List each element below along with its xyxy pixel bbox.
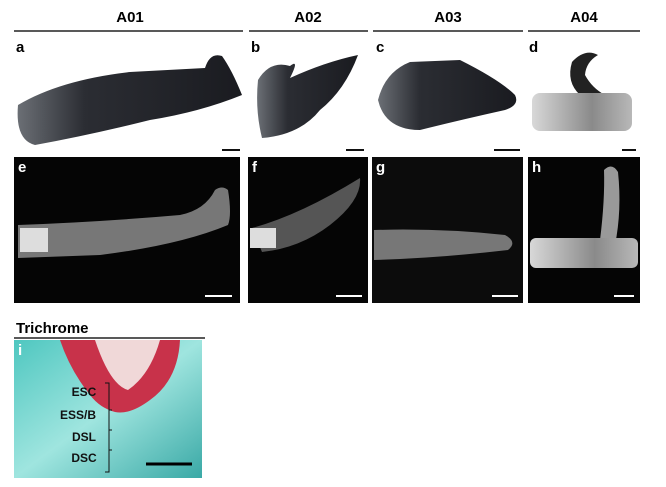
xray-bone <box>20 228 48 252</box>
xray-image <box>528 157 640 303</box>
panel-label: c <box>376 39 384 56</box>
panel-label: a <box>16 39 25 56</box>
xray-bone <box>250 228 276 248</box>
panel-label: g <box>376 159 385 176</box>
layer-label: DSC <box>71 451 97 465</box>
xray-shadow <box>252 178 361 252</box>
specimen-photo <box>17 55 242 146</box>
specimen-photo <box>532 93 632 131</box>
specimen-photo <box>257 55 358 138</box>
panel-label: b <box>251 39 260 56</box>
panel-label: i <box>18 342 22 359</box>
column-header: A04 <box>570 9 598 26</box>
xray-shadow <box>374 229 513 260</box>
layer-label: ESS/B <box>60 408 96 422</box>
xray-shadow <box>600 166 620 245</box>
panel-label: f <box>252 159 258 176</box>
layer-label: ESC <box>72 385 97 399</box>
histology-keratin <box>95 340 160 390</box>
panel-label: h <box>532 159 541 176</box>
column-header: A01 <box>116 9 144 26</box>
layer-label: DSL <box>72 430 96 444</box>
column-header: A03 <box>434 9 462 26</box>
layer-bracket <box>105 382 112 473</box>
section-title: Trichrome <box>16 320 89 337</box>
specimen-photo <box>570 52 605 95</box>
panel-label: e <box>18 159 26 176</box>
xray-shadow <box>18 187 230 258</box>
panel-label: d <box>529 39 538 56</box>
column-header: A02 <box>294 9 322 26</box>
xray-bone <box>530 238 638 268</box>
specimen-photo <box>378 60 517 130</box>
